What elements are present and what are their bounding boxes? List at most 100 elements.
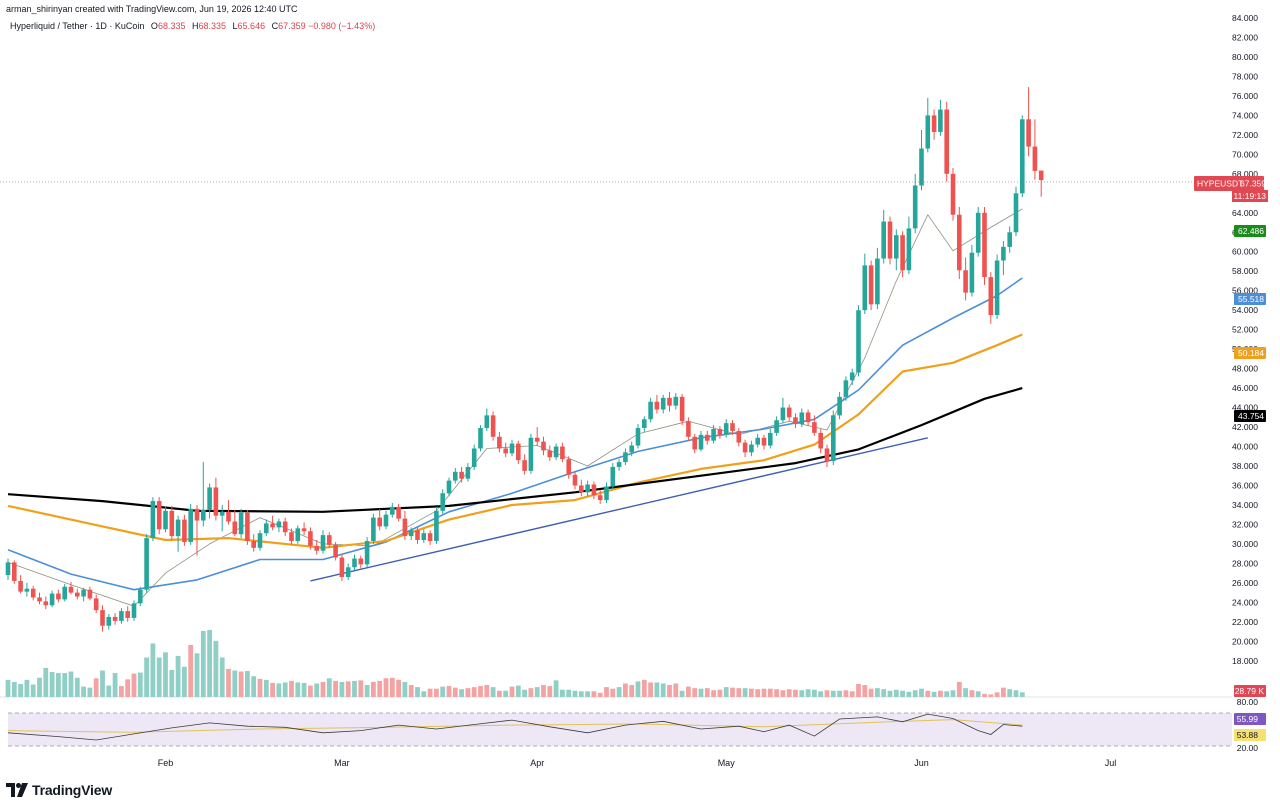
volume-bar <box>18 684 23 697</box>
volume-bar <box>799 690 805 697</box>
candle-body <box>503 448 508 454</box>
candle-body <box>119 611 124 621</box>
volume-bar <box>515 685 521 697</box>
candle-body <box>453 471 458 481</box>
candle-body <box>957 214 962 271</box>
price-tick-label: 44.000 <box>1232 403 1258 413</box>
candle-body <box>175 519 181 537</box>
candle-body <box>182 519 187 542</box>
candle-body <box>887 221 893 259</box>
volume-bar <box>938 690 943 697</box>
volume-bar <box>862 685 868 697</box>
volume-bar <box>704 688 710 697</box>
volume-bar <box>339 681 345 697</box>
candle-body <box>81 589 86 597</box>
candle-body <box>642 419 647 429</box>
high-value: 68.335 <box>198 21 227 31</box>
candle-body <box>528 437 534 471</box>
volume-bar <box>818 691 824 697</box>
candle-body <box>43 601 49 606</box>
rsi-pane[interactable] <box>7 712 1232 747</box>
volume-bar <box>175 655 181 697</box>
price-axis[interactable]: 18.000 20.000 22.000 24.000 26.000 28.000 30.0… <box>1232 13 1258 666</box>
candle-body <box>994 260 1000 316</box>
volume-bar <box>578 691 584 697</box>
volume-bar <box>377 680 383 697</box>
volume-bar <box>263 679 269 697</box>
candle-body <box>194 508 200 521</box>
tradingview-logo[interactable]: TradingView <box>6 780 112 800</box>
candle-body <box>402 518 408 537</box>
candle-body <box>169 510 175 537</box>
volume-bar <box>843 690 849 697</box>
candle-body <box>900 235 905 271</box>
volume-bar <box>257 678 263 697</box>
volume-bar <box>232 670 238 697</box>
candle-body <box>213 487 219 516</box>
candle-body <box>87 589 93 599</box>
low-label: L <box>232 21 238 31</box>
volume-bar <box>150 643 156 697</box>
volume-bar <box>43 667 49 697</box>
volume-bar <box>755 689 761 697</box>
volume-bar <box>509 686 515 697</box>
candle-body <box>459 471 464 479</box>
volume-bar <box>37 677 42 697</box>
candle-body <box>358 558 364 565</box>
candle-body <box>201 509 206 521</box>
volume-bar <box>786 689 792 697</box>
volume-bar <box>163 652 168 697</box>
volume-bar <box>446 686 452 697</box>
volume-bar <box>805 689 811 697</box>
high-label: H <box>191 21 199 31</box>
candle-body <box>982 212 987 278</box>
volume-bar <box>396 679 401 697</box>
volume-bar <box>415 687 420 697</box>
candle-body <box>112 616 118 621</box>
candle-body <box>1013 193 1019 233</box>
countdown-tag <box>1232 190 1268 202</box>
candle-body <box>207 487 212 510</box>
volume-bar <box>679 690 685 697</box>
candle-body <box>509 443 515 454</box>
volume-bar <box>534 687 540 697</box>
candle-body <box>490 415 496 437</box>
volume-bar <box>314 683 320 697</box>
candle-body <box>723 423 729 435</box>
candle-body <box>950 173 956 215</box>
volume-bar <box>402 681 408 697</box>
symbol-title[interactable]: Hyperliquid / Tether · 1D · KuCoin <box>10 21 145 31</box>
candle-body <box>49 593 55 606</box>
volume-bar <box>68 671 74 697</box>
candle-body <box>623 452 628 463</box>
candle-body <box>831 415 836 462</box>
volume-bar <box>830 690 836 697</box>
ma-value-tag <box>1234 225 1266 237</box>
candle-body <box>761 437 767 446</box>
price-tick-label: 84.000 <box>1232 13 1258 23</box>
candle-body <box>730 423 735 431</box>
volume-bar <box>723 687 729 697</box>
volume-bar <box>654 682 660 697</box>
candle-body <box>301 528 307 532</box>
volume-bar <box>112 673 118 697</box>
candle-body <box>597 495 603 501</box>
volume-bar <box>686 686 691 697</box>
volume-bar <box>125 679 131 697</box>
candle-body <box>68 586 74 593</box>
candle-body <box>56 593 61 600</box>
candle-body <box>188 508 193 542</box>
price-tick-label: 52.000 <box>1232 325 1258 335</box>
candle-body <box>912 185 918 229</box>
candle-body <box>333 544 338 558</box>
volume-bar <box>1007 689 1013 697</box>
candle-body <box>238 512 244 535</box>
volume-bar <box>74 677 80 697</box>
candle-body <box>484 415 490 429</box>
volume-bar <box>194 653 200 697</box>
time-axis[interactable]: Feb Mar Apr May Jun Jul <box>158 758 1117 768</box>
candles[interactable] <box>5 87 1044 632</box>
price-tick-label: 26.000 <box>1232 578 1258 588</box>
volume-bar <box>956 681 962 697</box>
